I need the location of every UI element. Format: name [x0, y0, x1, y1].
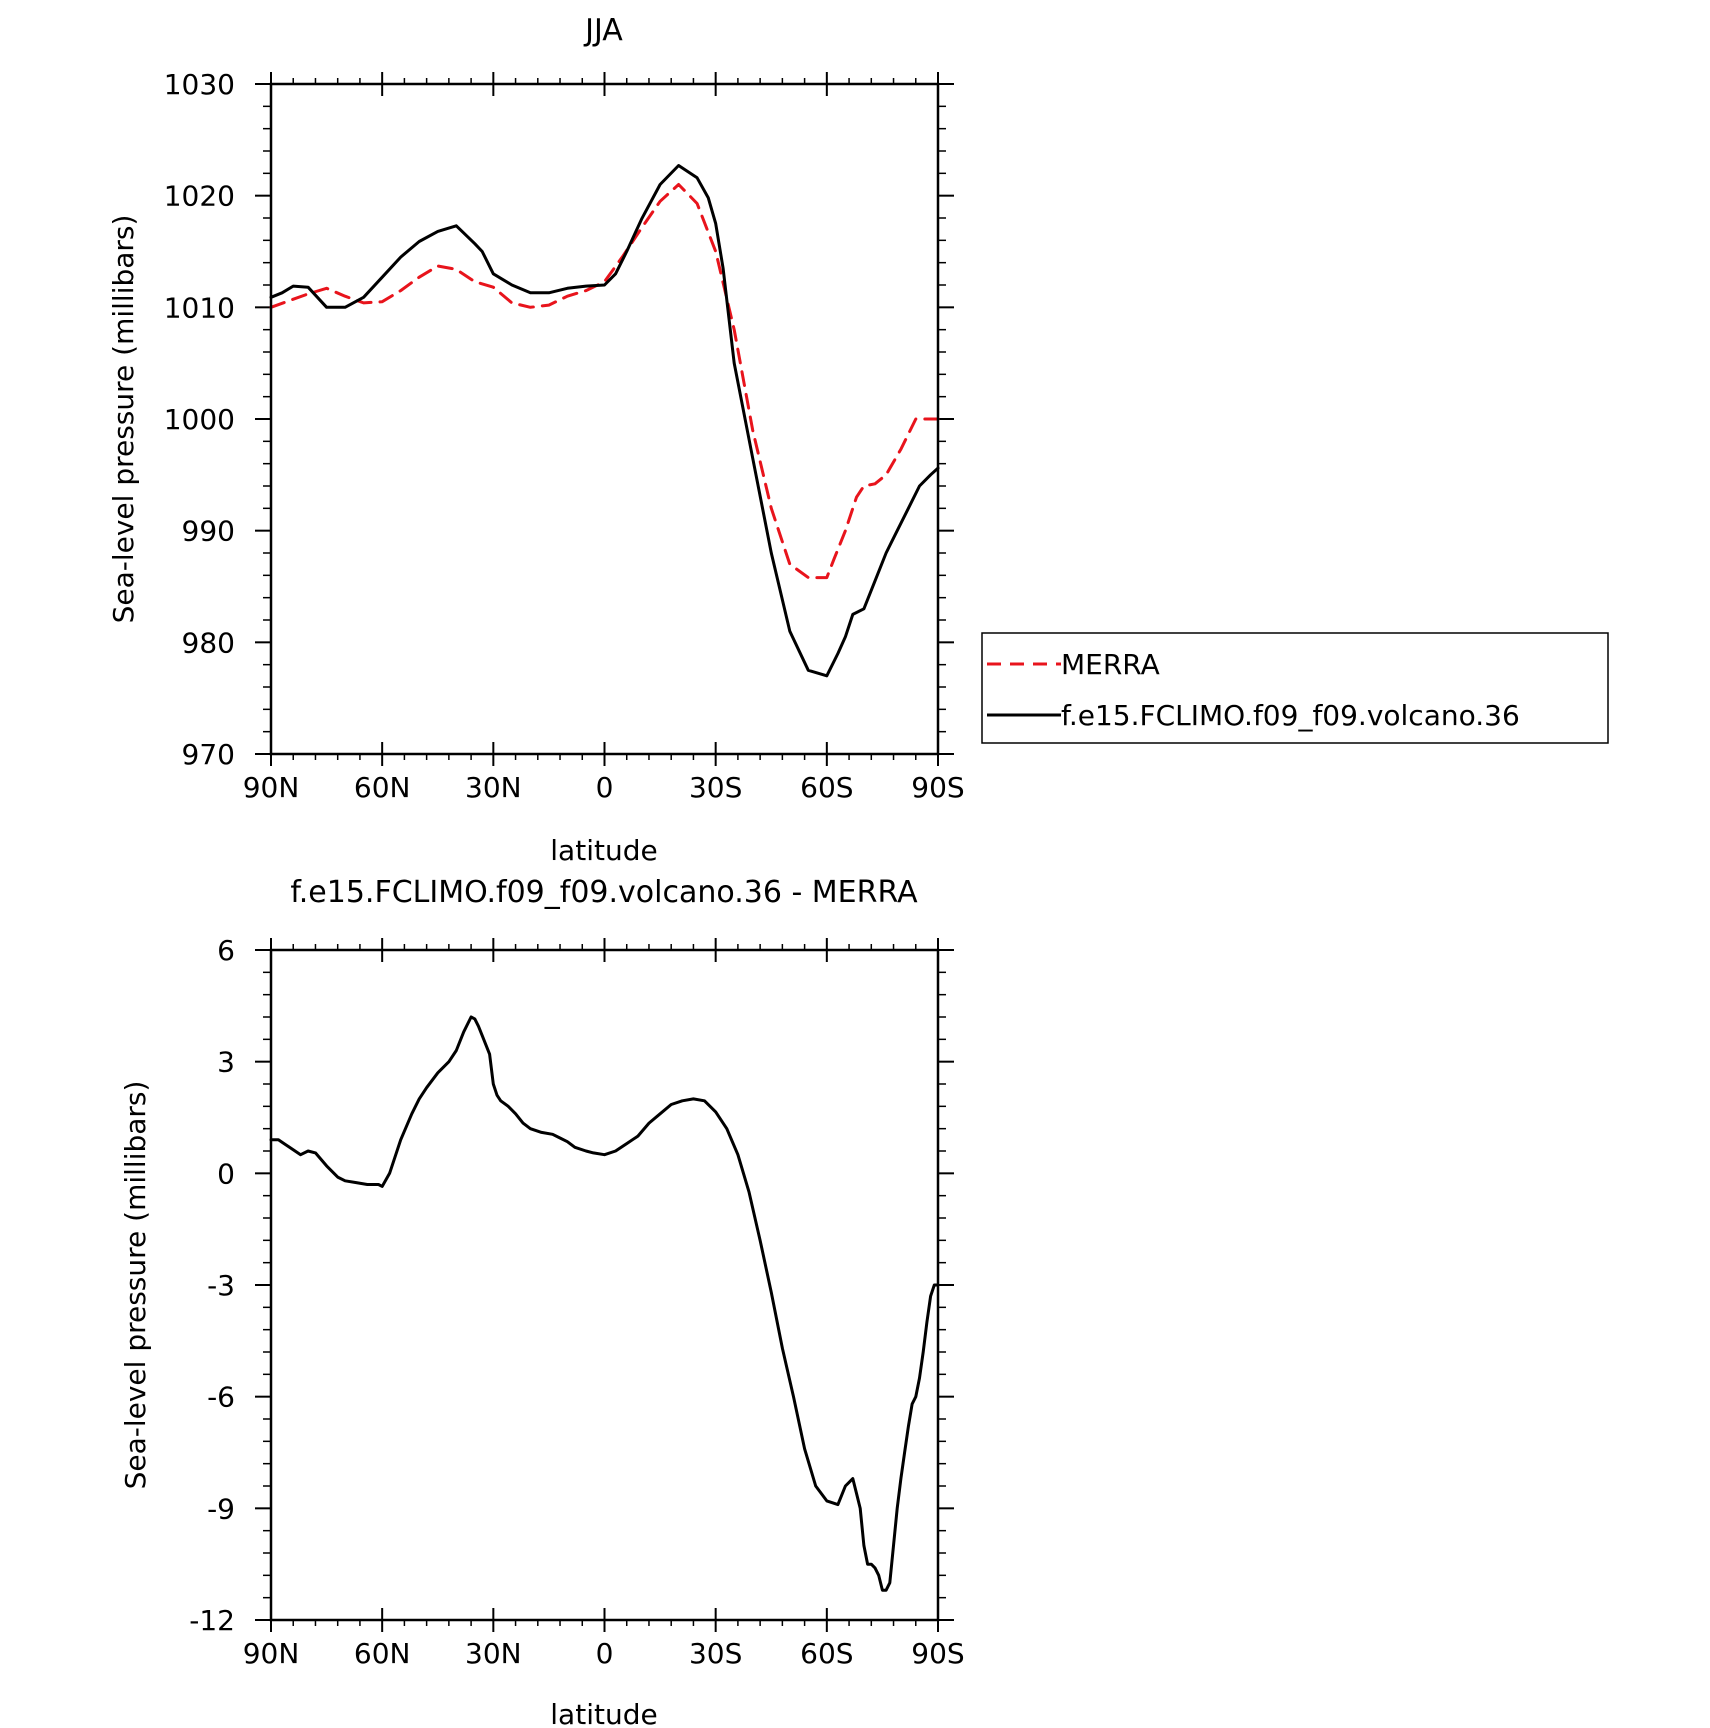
top-chart-frame — [269, 82, 940, 756]
x-tick-label: 0 — [596, 1637, 614, 1670]
y-tick-label: -9 — [207, 1492, 235, 1525]
top-chart: JJA 90N 60N 30N 0 30S 60S 90S 1030 1020 1010 1000… — [107, 13, 1609, 867]
y-tick-label: 1010 — [164, 291, 235, 324]
series-line-f-e15-fclimo-f09-f09-volcano-36 — [269, 164, 940, 678]
top-chart-y-axis-title: Sea-level pressure (millibars) — [107, 215, 140, 624]
bottom-chart-frame — [269, 948, 940, 1622]
x-tick-label: 90N — [243, 771, 300, 804]
bottom-chart-ticks — [255, 938, 954, 1632]
bottom-chart-series — [269, 1015, 940, 1592]
top-chart-x-tick-labels: 90N 60N 30N 0 30S 60S 90S — [243, 771, 965, 804]
legend-label-model: f.e15.FCLIMO.f09_f09.volcano.36 — [1061, 699, 1520, 732]
y-tick-label: 1000 — [164, 403, 235, 436]
x-tick-label: 60N — [354, 1637, 411, 1670]
bottom-chart-x-axis-title: latitude — [550, 1698, 657, 1728]
bottom-chart-y-axis-title: Sea-level pressure (millibars) — [119, 1081, 152, 1490]
top-chart-legend: MERRA f.e15.FCLIMO.f09_f09.volcano.36 — [981, 632, 1609, 744]
x-tick-label: 90N — [243, 1637, 300, 1670]
x-tick-label: 30N — [465, 1637, 522, 1670]
x-tick-label: 30S — [689, 1637, 742, 1670]
legend-label-merra: MERRA — [1061, 648, 1160, 681]
y-tick-label: 3 — [217, 1046, 235, 1079]
y-tick-label: 990 — [182, 515, 235, 548]
y-tick-label: 980 — [182, 626, 235, 659]
bottom-chart: f.e15.FCLIMO.f09_f09.volcano.36 - MERRA … — [119, 875, 965, 1728]
series-line-merra — [269, 183, 940, 580]
x-tick-label: 30N — [465, 771, 522, 804]
y-tick-label: 6 — [217, 934, 235, 967]
top-chart-title: JJA — [583, 13, 623, 48]
y-tick-label: 1020 — [164, 180, 235, 213]
top-chart-x-axis-title: latitude — [550, 834, 657, 867]
top-chart-series — [269, 164, 940, 678]
x-tick-label: 60S — [800, 771, 853, 804]
x-tick-label: 90S — [911, 1637, 964, 1670]
x-tick-label: 30S — [689, 771, 742, 804]
x-tick-label: 60N — [354, 771, 411, 804]
top-chart-y-tick-labels: 1030 1020 1010 1000 990 980 970 — [164, 68, 235, 771]
legend-box — [981, 632, 1609, 744]
y-tick-label: -12 — [189, 1604, 235, 1637]
x-tick-label: 90S — [911, 771, 964, 804]
y-tick-label: -6 — [207, 1381, 235, 1414]
top-chart-ticks — [255, 72, 954, 766]
bottom-chart-y-tick-labels: 6 3 0 -3 -6 -9 -12 — [189, 934, 235, 1637]
y-tick-label: 1030 — [164, 68, 235, 101]
series-line-difference — [269, 1015, 940, 1592]
x-tick-label: 60S — [800, 1637, 853, 1670]
bottom-chart-title: f.e15.FCLIMO.f09_f09.volcano.36 - MERRA — [290, 875, 918, 910]
x-tick-label: 0 — [596, 771, 614, 804]
y-tick-label: 0 — [217, 1157, 235, 1190]
y-tick-label: -3 — [207, 1269, 235, 1302]
bottom-chart-x-tick-labels: 90N 60N 30N 0 30S 60S 90S — [243, 1637, 965, 1670]
y-tick-label: 970 — [182, 738, 235, 771]
